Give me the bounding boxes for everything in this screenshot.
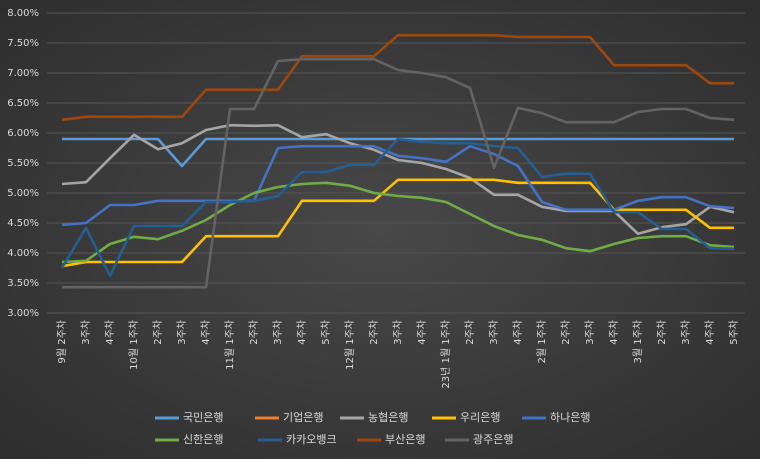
legend-label: 신한은행 (183, 433, 223, 446)
x-tick-label: 2주차 (152, 320, 164, 345)
x-tick-label: 3월 1주차 (632, 320, 644, 364)
x-tick-label: 2주차 (464, 320, 476, 345)
x-tick-label: 3주차 (80, 320, 92, 345)
series-line (61, 144, 735, 227)
x-tick-label: 3주차 (584, 320, 596, 345)
x-tick-label: 5주차 (320, 320, 332, 345)
x-tick-label: 3주차 (392, 320, 404, 345)
series-line (61, 178, 734, 268)
legend-label: 부산은행 (385, 433, 425, 446)
x-tick-label: 3주차 (176, 320, 188, 345)
y-tick-label: 8.00% (7, 8, 39, 19)
series-line (61, 33, 734, 122)
series-line (61, 123, 735, 236)
series-line (62, 57, 735, 289)
series-line (60, 137, 735, 278)
x-tick-label: 11월 1주차 (224, 320, 236, 370)
x-tick-label: 2주차 (368, 320, 380, 345)
x-tick-label: 4주차 (200, 320, 212, 345)
y-tick-label: 7.50% (7, 38, 39, 49)
legend-label: 카카오뱅크 (286, 433, 337, 446)
x-tick-label: 9월 2주차 (56, 320, 68, 364)
x-tick-label: 12월 1주차 (344, 320, 356, 370)
legend-label: 하나은행 (550, 410, 590, 424)
x-tick-label: 5주차 (728, 320, 740, 345)
x-tick-label: 3주차 (488, 320, 500, 345)
x-tick-label: 2주차 (248, 320, 260, 345)
y-tick-label: 6.00% (7, 128, 39, 139)
x-tick-label: 4주차 (416, 320, 428, 345)
x-tick-label: 4주차 (296, 320, 308, 345)
x-tick-label: 3주차 (680, 320, 692, 345)
y-tick-label: 3.00% (7, 308, 39, 319)
y-tick-label: 3.50% (7, 278, 39, 289)
x-tick-label: 2주차 (656, 320, 668, 345)
y-tick-label: 6.50% (7, 98, 39, 109)
x-tick-label: 3주차 (272, 320, 284, 345)
x-tick-label: 10월 1주차 (128, 320, 140, 370)
legend-label: 우리은행 (460, 411, 500, 424)
legend-label: 광주은행 (473, 433, 513, 446)
x-tick-label: 4주차 (704, 320, 716, 345)
x-tick-label: 4주차 (608, 320, 620, 345)
x-tick-label: 4주차 (104, 320, 116, 345)
x-tick-label: 23년 1월 1주차 (440, 320, 452, 389)
series-line (61, 181, 735, 264)
legend-label: 국민은행 (183, 411, 223, 424)
x-tick-label: 2월 1주차 (536, 320, 548, 364)
y-tick-label: 5.50% (7, 158, 39, 169)
legend-label: 농협은행 (368, 411, 408, 424)
x-tick-label: 2주차 (560, 320, 572, 345)
x-tick-label: 4주차 (512, 320, 524, 345)
legend-label: 기업은행 (283, 411, 323, 424)
y-tick-label: 4.50% (7, 218, 39, 229)
y-tick-label: 7.00% (7, 68, 39, 79)
y-tick-label: 4.00% (7, 248, 39, 259)
y-tick-label: 5.00% (7, 188, 39, 199)
